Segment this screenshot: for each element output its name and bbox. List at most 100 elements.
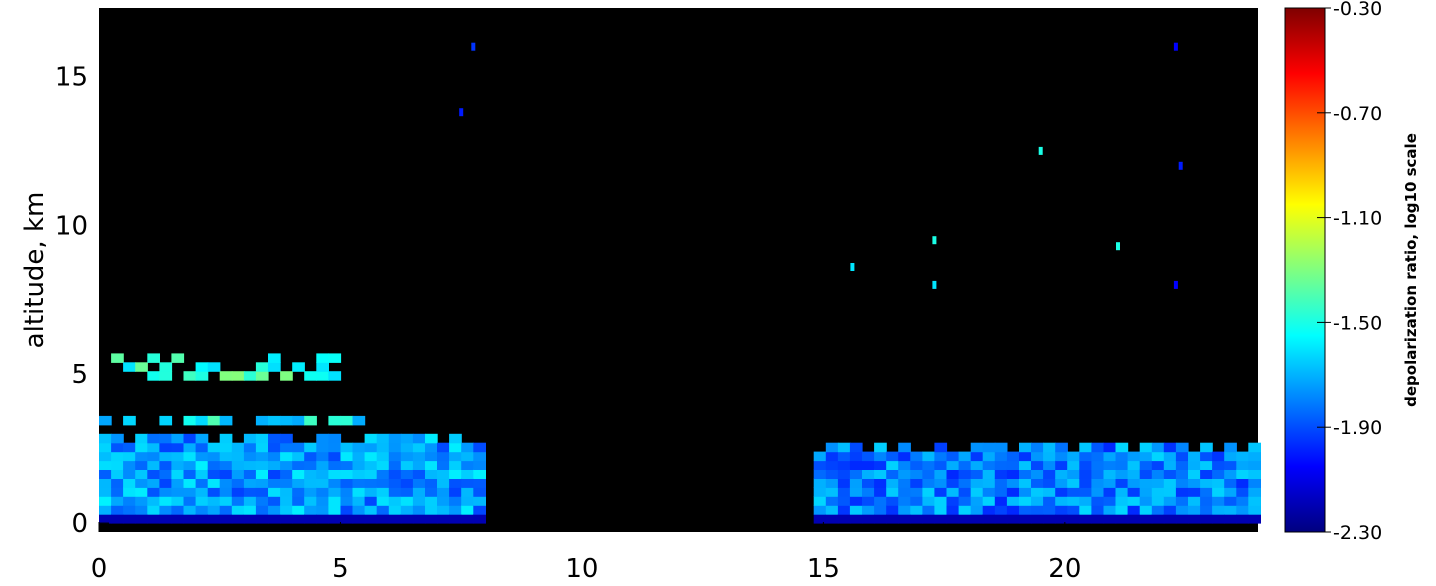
heatmap-cell: [340, 460, 354, 470]
heatmap-cell: [862, 487, 875, 497]
heatmap-cell: [268, 514, 281, 524]
heatmap-cell: [958, 460, 972, 470]
cirrus-cell: [1116, 242, 1120, 251]
heatmap-cell: [934, 487, 948, 497]
heatmap-cell: [171, 460, 185, 470]
heatmap-cell: [425, 460, 438, 470]
heatmap-cell: [910, 496, 923, 506]
heatmap-cell: [376, 505, 390, 515]
heatmap-cell: [1188, 496, 1201, 506]
heatmap-cell: [1212, 505, 1225, 515]
heatmap-cell: [147, 478, 160, 488]
heatmap-cell: [1006, 451, 1020, 462]
cirrus-cell: [471, 42, 476, 51]
heatmap-cell: [994, 451, 1008, 462]
heatmap-cell: [1091, 478, 1105, 488]
heatmap-cell: [922, 451, 936, 462]
heatmap-cell: [1091, 496, 1105, 506]
heatmap-cell: [412, 487, 426, 497]
heatmap-cell: [813, 469, 827, 479]
heatmap-cell: [159, 487, 173, 497]
heatmap-cell: [171, 433, 185, 444]
heatmap-cell: [1067, 487, 1080, 497]
heatmap-cell: [219, 371, 233, 381]
heatmap-cell: [1115, 496, 1129, 506]
heatmap-cell: [825, 442, 839, 453]
heatmap-cell: [849, 460, 863, 470]
heatmap-cell: [1079, 478, 1092, 488]
heatmap-cell: [183, 487, 197, 497]
heatmap-cell: [243, 469, 257, 479]
heatmap-cell: [111, 442, 124, 453]
heatmap-cell: [874, 514, 887, 524]
heatmap-cell: [898, 469, 911, 479]
heatmap-cell: [99, 460, 112, 470]
x-tick-label: 10: [565, 554, 598, 584]
heatmap-cell: [171, 451, 185, 462]
heatmap-cell: [219, 442, 233, 453]
heatmap-cell: [922, 487, 936, 497]
heatmap-cell: [340, 442, 354, 453]
heatmap-cell: [400, 433, 414, 444]
heatmap-cell: [1139, 469, 1153, 479]
heatmap-cell: [340, 469, 354, 479]
heatmap-cell: [195, 371, 209, 381]
heatmap-cell: [473, 478, 486, 488]
heatmap-cell: [111, 496, 124, 506]
heatmap-cell: [219, 478, 233, 488]
heatmap-cell: [1067, 451, 1080, 462]
heatmap-cell: [412, 460, 426, 470]
heatmap-cell: [1055, 478, 1068, 488]
heatmap-cell: [1067, 505, 1080, 515]
y-axis-label: altitude, km: [20, 192, 50, 349]
heatmap-cell: [934, 451, 948, 462]
heatmap-cell: [946, 469, 960, 479]
heatmap-cell: [1248, 496, 1261, 506]
heatmap-cell: [1200, 496, 1213, 506]
heatmap-cell: [352, 469, 366, 479]
heatmap-cell: [111, 505, 124, 515]
heatmap-cell: [898, 496, 911, 506]
heatmap-cell: [1139, 514, 1153, 524]
heatmap-cell: [388, 505, 402, 515]
heatmap-cell: [147, 353, 160, 363]
heatmap-cell: [1200, 460, 1213, 470]
heatmap-cell: [171, 469, 185, 479]
heatmap-cell: [910, 514, 923, 524]
heatmap-cell: [1224, 460, 1237, 470]
heatmap-cell: [874, 505, 887, 515]
heatmap-cell: [1175, 451, 1189, 462]
heatmap-cell: [123, 478, 136, 488]
heatmap-cell: [328, 487, 342, 497]
heatmap-cell: [111, 451, 124, 462]
heatmap-cell: [1019, 478, 1032, 488]
heatmap-cell: [898, 478, 911, 488]
heatmap-cell: [147, 496, 160, 506]
heatmap-cell: [376, 451, 390, 462]
heatmap-cell: [958, 487, 972, 497]
heatmap-cell: [886, 514, 899, 524]
heatmap-cell: [910, 487, 923, 497]
heatmap-cell: [207, 505, 221, 515]
heatmap-cell: [994, 442, 1008, 453]
heatmap-cell: [412, 514, 426, 524]
heatmap-cell: [99, 433, 112, 444]
heatmap-cell: [1031, 451, 1044, 462]
heatmap-cell: [837, 451, 851, 462]
colorbar: [1284, 7, 1326, 533]
heatmap-cell: [316, 460, 329, 470]
heatmap-cell: [412, 496, 426, 506]
heatmap-cell: [425, 496, 438, 506]
heatmap-cell: [813, 460, 827, 470]
heatmap-cell: [1055, 442, 1068, 453]
heatmap-cell: [340, 478, 354, 488]
heatmap-cell: [1031, 514, 1044, 524]
heatmap-cell: [970, 460, 984, 470]
heatmap-cell: [388, 514, 402, 524]
heatmap-cell: [280, 496, 293, 506]
cirrus-cell: [459, 108, 464, 117]
heatmap-cell: [946, 451, 960, 462]
heatmap-cell: [304, 451, 317, 462]
heatmap-cell: [437, 514, 450, 524]
heatmap-cell: [837, 487, 851, 497]
